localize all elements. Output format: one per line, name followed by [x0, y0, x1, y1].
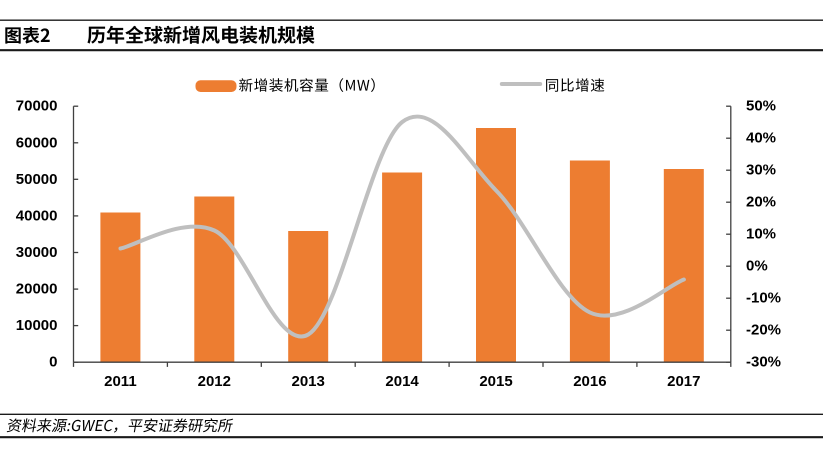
svg-text:2015: 2015 — [479, 373, 512, 390]
svg-text:20%: 20% — [746, 194, 776, 211]
svg-text:40000: 40000 — [16, 207, 58, 224]
svg-text:2017: 2017 — [667, 373, 700, 390]
svg-text:2012: 2012 — [198, 373, 231, 390]
svg-text:2016: 2016 — [573, 373, 606, 390]
svg-text:40%: 40% — [746, 130, 776, 147]
svg-text:50%: 50% — [746, 98, 776, 115]
svg-text:20000: 20000 — [16, 281, 58, 298]
svg-text:60000: 60000 — [16, 134, 58, 151]
svg-text:30%: 30% — [746, 162, 776, 179]
svg-text:0: 0 — [49, 354, 57, 371]
svg-text:-30%: -30% — [746, 354, 781, 371]
svg-text:0%: 0% — [746, 258, 768, 275]
svg-text:10%: 10% — [746, 226, 776, 243]
svg-text:2014: 2014 — [385, 373, 419, 390]
svg-text:50000: 50000 — [16, 171, 58, 188]
svg-text:2011: 2011 — [104, 373, 137, 390]
svg-text:-10%: -10% — [746, 290, 781, 307]
svg-text:10000: 10000 — [16, 317, 58, 334]
svg-text:30000: 30000 — [16, 244, 58, 261]
svg-text:-20%: -20% — [746, 322, 781, 339]
svg-text:2013: 2013 — [292, 373, 325, 390]
svg-text:70000: 70000 — [16, 98, 58, 115]
